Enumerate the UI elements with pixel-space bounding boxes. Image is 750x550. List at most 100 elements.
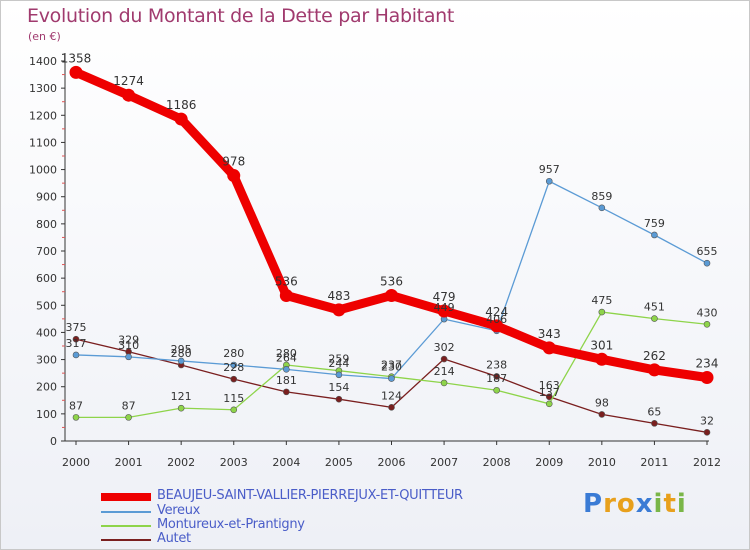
data-label-2: 259 xyxy=(328,353,349,366)
data-label-2: 187 xyxy=(486,372,507,385)
y-tick-label: 0 xyxy=(50,435,57,448)
data-label-2: 87 xyxy=(122,399,136,412)
data-label-2: 137 xyxy=(539,386,560,399)
x-tick-label: 2009 xyxy=(535,456,563,469)
data-point-3 xyxy=(230,375,238,383)
data-point-2 xyxy=(703,320,711,328)
data-label-1: 280 xyxy=(223,347,244,360)
data-label-2: 430 xyxy=(697,306,718,319)
data-label-1: 655 xyxy=(697,245,718,258)
data-label-2: 214 xyxy=(434,365,455,378)
data-point-1 xyxy=(230,361,238,369)
data-label-3: 238 xyxy=(486,358,507,371)
x-tick-label: 2007 xyxy=(430,456,458,469)
y-tick-label: 1200 xyxy=(29,109,57,122)
data-label-3: 154 xyxy=(328,381,349,394)
data-label-3: 228 xyxy=(223,361,244,374)
data-point-0 xyxy=(647,363,661,377)
data-label-0: 536 xyxy=(275,275,298,289)
data-point-2 xyxy=(440,379,448,387)
data-point-0 xyxy=(174,112,188,126)
data-point-3 xyxy=(283,388,290,396)
legend-label-vereux: Vereux xyxy=(157,503,201,518)
data-label-1: 957 xyxy=(539,163,560,176)
proxiti-logo: Proxiti xyxy=(583,489,687,519)
data-point-0 xyxy=(332,303,346,317)
data-label-2: 237 xyxy=(381,359,402,372)
data-point-2 xyxy=(230,406,238,414)
data-label-1: 759 xyxy=(644,217,665,230)
data-point-2 xyxy=(177,404,185,412)
y-tick-label: 900 xyxy=(36,191,57,204)
x-tick-label: 2000 xyxy=(62,456,90,469)
data-point-3 xyxy=(335,395,343,403)
data-label-2: 87 xyxy=(69,399,83,412)
x-tick-label: 2011 xyxy=(640,456,668,469)
data-label-0: 536 xyxy=(380,275,403,289)
data-point-3 xyxy=(545,393,553,401)
data-point-0 xyxy=(279,289,293,303)
data-label-2: 451 xyxy=(644,301,665,314)
data-label-3: 329 xyxy=(118,334,139,347)
legend-label-autet: Autet xyxy=(157,531,191,546)
data-point-3 xyxy=(72,335,80,343)
data-point-1 xyxy=(545,177,553,185)
legend-swatch-vereux xyxy=(101,511,151,513)
chart-title: Evolution du Montant de la Dette par Hab… xyxy=(27,5,455,27)
data-point-0 xyxy=(385,289,398,303)
legend-label-montureux: Montureux-et-Prantigny xyxy=(157,517,305,532)
data-point-1 xyxy=(283,366,290,373)
data-label-2: 115 xyxy=(223,392,244,405)
data-label-0: 301 xyxy=(590,338,613,352)
data-label-3: 280 xyxy=(171,347,192,360)
data-label-3: 302 xyxy=(434,341,455,354)
y-tick-label: 400 xyxy=(36,326,57,339)
data-label-0: 978 xyxy=(222,155,245,169)
legend-swatch-beaujeu xyxy=(101,493,151,501)
legend-swatch-autet xyxy=(101,539,151,541)
data-point-0 xyxy=(595,352,609,366)
y-tick-label: 1300 xyxy=(29,82,57,95)
data-label-3: 98 xyxy=(595,396,609,409)
x-tick-label: 2006 xyxy=(378,456,406,469)
data-label-1: 230 xyxy=(381,361,402,374)
y-tick-label: 1400 xyxy=(29,55,57,68)
data-point-1 xyxy=(177,357,185,365)
data-label-1: 449 xyxy=(434,301,455,314)
data-point-3 xyxy=(703,429,711,436)
y-tick-label: 1000 xyxy=(29,164,57,177)
x-tick-label: 2008 xyxy=(483,456,511,469)
y-tick-label: 300 xyxy=(36,354,57,367)
data-point-3 xyxy=(493,373,500,380)
data-label-3: 65 xyxy=(647,405,661,418)
data-point-1 xyxy=(703,259,711,267)
data-label-0: 234 xyxy=(696,356,719,370)
data-label-3: 181 xyxy=(276,374,297,387)
x-tick-label: 2004 xyxy=(272,456,300,469)
data-point-1 xyxy=(72,351,80,359)
data-point-2 xyxy=(545,400,553,408)
data-label-1: 310 xyxy=(118,339,139,352)
data-point-0 xyxy=(542,341,556,355)
data-point-1 xyxy=(335,371,343,379)
data-label-3: 124 xyxy=(381,389,402,402)
data-point-0 xyxy=(227,169,241,183)
legend-label-beaujeu: BEAUJEU-SAINT-VALLIER-PIERREJUX-ET-QUITT… xyxy=(157,488,463,503)
data-point-3 xyxy=(388,404,395,411)
data-point-2 xyxy=(493,386,500,394)
data-label-1: 859 xyxy=(591,190,612,203)
data-label-1: 406 xyxy=(486,313,507,326)
data-point-1 xyxy=(388,375,395,382)
x-tick-label: 2012 xyxy=(693,456,721,469)
data-label-0: 1358 xyxy=(61,51,92,65)
data-label-1: 295 xyxy=(171,343,192,356)
data-label-2: 280 xyxy=(276,347,297,360)
data-point-2 xyxy=(651,315,658,322)
data-point-0 xyxy=(490,319,504,333)
data-label-1: 317 xyxy=(66,337,87,350)
y-tick-label: 600 xyxy=(36,272,57,285)
data-label-3: 375 xyxy=(66,321,87,334)
data-label-0: 1274 xyxy=(113,74,144,88)
data-point-1 xyxy=(598,204,606,212)
